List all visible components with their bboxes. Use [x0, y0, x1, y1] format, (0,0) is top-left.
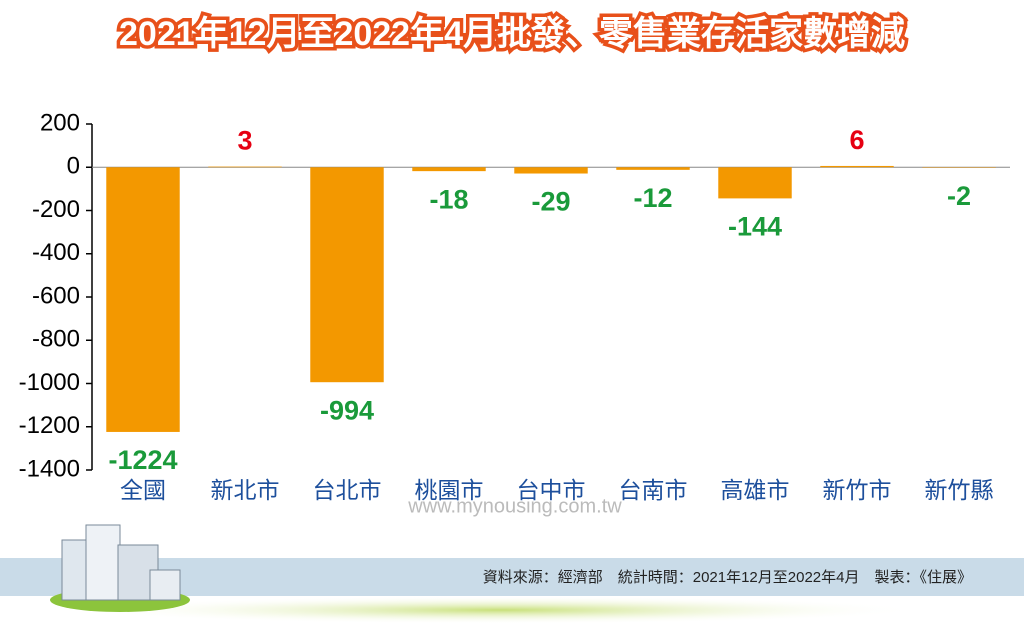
bar [514, 167, 588, 174]
x-tick-label: 新北市 [211, 477, 280, 503]
y-tick-label: -1200 [19, 412, 80, 439]
x-tick-label: 台南市 [619, 477, 688, 503]
x-tick-label: 桃園市 [415, 477, 484, 503]
bar [616, 167, 690, 170]
data-label: -144 [728, 212, 782, 242]
y-tick-label: -1000 [19, 369, 80, 396]
bar [310, 167, 384, 383]
y-tick-label: -400 [32, 239, 80, 266]
data-label: -1224 [108, 445, 177, 475]
data-label: -18 [429, 184, 468, 214]
y-tick-label: 200 [40, 109, 80, 136]
bar [718, 167, 792, 199]
x-tick-label: 台中市 [517, 477, 586, 503]
bar [106, 167, 180, 432]
y-tick-label: -1400 [19, 455, 80, 482]
y-tick-label: -600 [32, 282, 80, 309]
data-label: -12 [633, 183, 672, 213]
chart-title: 2021年12月至2022年4月批發、零售業存活家數增減 [119, 15, 905, 53]
x-tick-label: 新竹市 [823, 477, 892, 503]
data-label: -29 [531, 187, 570, 217]
bar [412, 167, 486, 172]
data-label: 3 [237, 126, 252, 156]
y-tick-label: -800 [32, 326, 80, 353]
y-tick-label: -200 [32, 196, 80, 223]
building-illustration [50, 524, 190, 612]
data-label: 6 [849, 125, 864, 155]
grass [80, 596, 920, 624]
x-tick-label: 高雄市 [721, 477, 790, 503]
source-note: 資料來源：經濟部 統計時間：2021年12月至2022年4月 製表：《住展》 [483, 569, 972, 586]
watermark: www.mynousing.com.tw [407, 495, 622, 517]
x-tick-label: 台北市 [313, 477, 382, 503]
bar [820, 165, 894, 168]
x-tick-label: 全國 [120, 477, 166, 503]
bar [208, 166, 282, 168]
y-tick-label: 0 [67, 153, 80, 180]
x-tick-label: 新竹縣 [925, 477, 994, 503]
data-label: -2 [947, 181, 971, 211]
data-label: -994 [320, 395, 374, 425]
